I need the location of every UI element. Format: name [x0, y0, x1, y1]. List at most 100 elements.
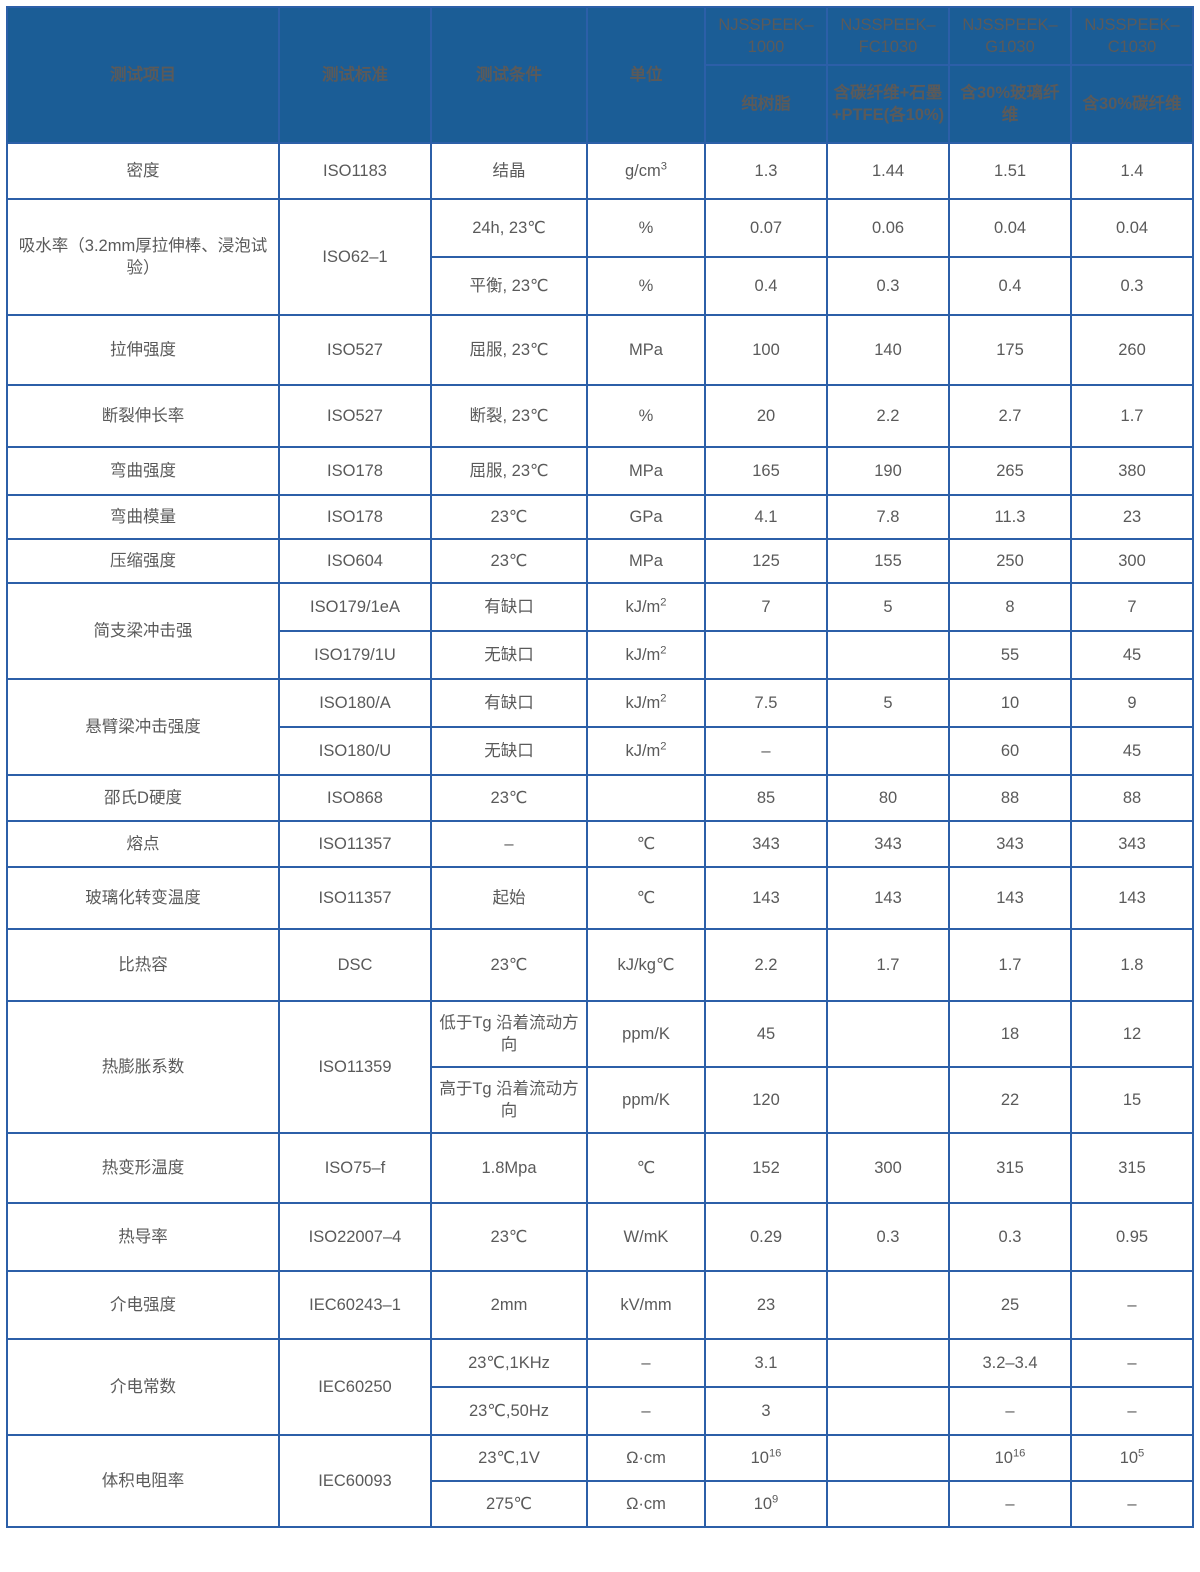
- cell-value-product-1: 0.06: [826, 198, 950, 258]
- cell-test-standard: ISO22007–4: [278, 1202, 432, 1272]
- cell-value-product-1: 155: [826, 538, 950, 584]
- cell-value-product-2: 250: [948, 538, 1072, 584]
- cell-unit: ppm/K: [586, 1066, 706, 1134]
- cell-value-product-3: 0.04: [1070, 198, 1194, 258]
- cell-test-condition: 23℃: [430, 494, 588, 540]
- cell-value-product-1: 7.8: [826, 494, 950, 540]
- header-product-desc-1: 含碳纤维+石墨+PTFE(各10%): [826, 64, 950, 144]
- cell-unit: g/cm3: [586, 142, 706, 200]
- cell-value-product-2: 3.2–3.4: [948, 1338, 1072, 1388]
- table-row: 介电强度 IEC60243–1 2mm kV/mm 23 25–: [6, 1270, 1194, 1340]
- header-unit: 单位: [586, 6, 706, 144]
- cell-test-standard: ISO1183: [278, 142, 432, 200]
- table-row: 275℃ Ω·cm 109 – –: [7, 1480, 1194, 1528]
- cell-value-product-3: 105: [1070, 1434, 1194, 1482]
- table-row: 简支梁冲击强 ISO179/1eA 有缺口 kJ/m2 7 5 8 7: [6, 582, 1194, 680]
- cell-value-product-1: 2.2: [826, 384, 950, 448]
- cell-value-product-3: 260: [1070, 314, 1194, 386]
- cell-unit: MPa: [586, 538, 706, 584]
- cell-value-product-3: 12: [1070, 1000, 1194, 1068]
- cell-value-product-3: –: [1070, 1270, 1194, 1340]
- cell-test-standard: ISO178: [278, 494, 432, 540]
- table-row: 比热容 DSC 23℃ kJ/kg℃ 2.2 1.7 1.7 1.8: [6, 928, 1194, 1002]
- cell-test-standard: IEC60093: [278, 1434, 432, 1528]
- table-row: 吸水率（3.2mm厚拉伸棒、浸泡试验） ISO62–1 24h, 23℃% 0.07 0…: [6, 198, 1194, 316]
- cell-test-item: 吸水率（3.2mm厚拉伸棒、浸泡试验）: [6, 198, 280, 316]
- cell-unit: MPa: [586, 446, 706, 496]
- cell-value-product-3: 1.4: [1070, 142, 1194, 200]
- cell-test-item: 介电常数: [6, 1338, 280, 1436]
- cell-value-product-2: 8: [948, 582, 1072, 632]
- table-body: 密度 ISO1183 结晶 g/cm3 1.3 1.44 1.51 1.4 吸水率（3.2mm厚…: [6, 142, 1194, 1528]
- header-product-desc-0: 纯树脂: [704, 64, 828, 144]
- cell-value-product-1: [826, 1270, 950, 1340]
- cell-test-condition: –: [430, 820, 588, 868]
- cell-test-item: 弯曲模量: [6, 494, 280, 540]
- cell-value-product-0: 100: [704, 314, 828, 386]
- table-row: 熔点 ISO11357– ℃ 343 343 343 343: [6, 820, 1194, 868]
- cell-value-product-3: 143: [1070, 866, 1194, 930]
- header-product-desc-3: 含30%碳纤维: [1070, 64, 1194, 144]
- cell-test-item: 熔点: [6, 820, 280, 868]
- cell-test-standard: IEC60250: [278, 1338, 432, 1436]
- cell-value-product-2: –: [948, 1386, 1072, 1436]
- cell-test-standard: ISO180/A: [278, 678, 432, 728]
- cell-value-product-1: 0.3: [826, 1202, 950, 1272]
- cell-value-product-3: 23: [1070, 494, 1194, 540]
- table-row: ISO180/U 无缺口 kJ/m2– 60 45: [7, 726, 1194, 776]
- cell-test-condition: 23℃,1KHz: [430, 1338, 588, 1388]
- cell-test-item: 邵氏D硬度: [6, 774, 280, 822]
- cell-value-product-0: 3: [704, 1386, 828, 1436]
- cell-value-product-3: 343: [1070, 820, 1194, 868]
- cell-value-product-2: 25: [948, 1270, 1072, 1340]
- cell-unit: [586, 774, 706, 822]
- cell-test-standard: ISO62–1: [278, 198, 432, 316]
- table-row: 热膨胀系数 ISO11359 低于Tg 沿着流动方向 ppm/K 45 18 12: [6, 1000, 1194, 1134]
- table-row: 弯曲模量 ISO178 23℃ GPa 4.1 7.8 11.3 23: [6, 494, 1194, 540]
- cell-test-condition: 23℃,50Hz: [430, 1386, 588, 1436]
- table-row: 介电常数 IEC60250 23℃,1KHz –3.1 3.2–3.4–: [6, 1338, 1194, 1436]
- cell-value-product-0: 45: [704, 1000, 828, 1068]
- cell-value-product-2: 22: [948, 1066, 1072, 1134]
- cell-test-standard: ISO527: [278, 384, 432, 448]
- cell-value-product-2: 10: [948, 678, 1072, 728]
- cell-value-product-1: 80: [826, 774, 950, 822]
- cell-unit: Ω·cm: [586, 1480, 706, 1528]
- cell-test-condition: 无缺口: [430, 726, 588, 776]
- cell-value-product-0: 152: [704, 1132, 828, 1204]
- cell-value-product-0: 23: [704, 1270, 828, 1340]
- cell-test-item: 玻璃化转变温度: [6, 866, 280, 930]
- cell-value-product-0: 120: [704, 1066, 828, 1134]
- cell-value-product-2: 60: [948, 726, 1072, 776]
- cell-value-product-0: 3.1: [704, 1338, 828, 1388]
- cell-value-product-1: [826, 726, 950, 776]
- cell-value-product-1: [826, 1480, 950, 1528]
- cell-test-condition: 23℃,1V: [430, 1434, 588, 1482]
- cell-test-condition: 无缺口: [430, 630, 588, 680]
- cell-value-product-2: 265: [948, 446, 1072, 496]
- cell-value-product-0: [704, 630, 828, 680]
- table-row: 弯曲强度 ISO178 屈服, 23℃ MPa 165 190 265 380: [6, 446, 1194, 496]
- cell-value-product-1: [826, 630, 950, 680]
- cell-unit: GPa: [586, 494, 706, 540]
- cell-test-condition: 平衡, 23℃: [430, 256, 588, 316]
- cell-value-product-3: 0.95: [1070, 1202, 1194, 1272]
- cell-value-product-2: 1016: [948, 1434, 1072, 1482]
- cell-unit: –: [586, 1338, 706, 1388]
- cell-value-product-0: –: [704, 726, 828, 776]
- cell-value-product-1: [826, 1066, 950, 1134]
- cell-value-product-1: 0.3: [826, 256, 950, 316]
- cell-test-condition: 结晶: [430, 142, 588, 200]
- table-row: 高于Tg 沿着流动方向 ppm/K 120 22 15: [7, 1066, 1194, 1134]
- cell-value-product-1: 5: [826, 678, 950, 728]
- cell-value-product-0: 4.1: [704, 494, 828, 540]
- cell-value-product-0: 0.07: [704, 198, 828, 258]
- cell-value-product-1: 343: [826, 820, 950, 868]
- cell-unit: –: [586, 1386, 706, 1436]
- cell-test-condition: 有缺口: [430, 678, 588, 728]
- cell-test-standard: ISO180/U: [278, 726, 432, 776]
- table-row: 23℃,50Hz –3– –: [7, 1386, 1194, 1436]
- header-test-standard: 测试标准: [278, 6, 432, 144]
- cell-test-standard: ISO179/1U: [278, 630, 432, 680]
- cell-unit: kJ/kg℃: [586, 928, 706, 1002]
